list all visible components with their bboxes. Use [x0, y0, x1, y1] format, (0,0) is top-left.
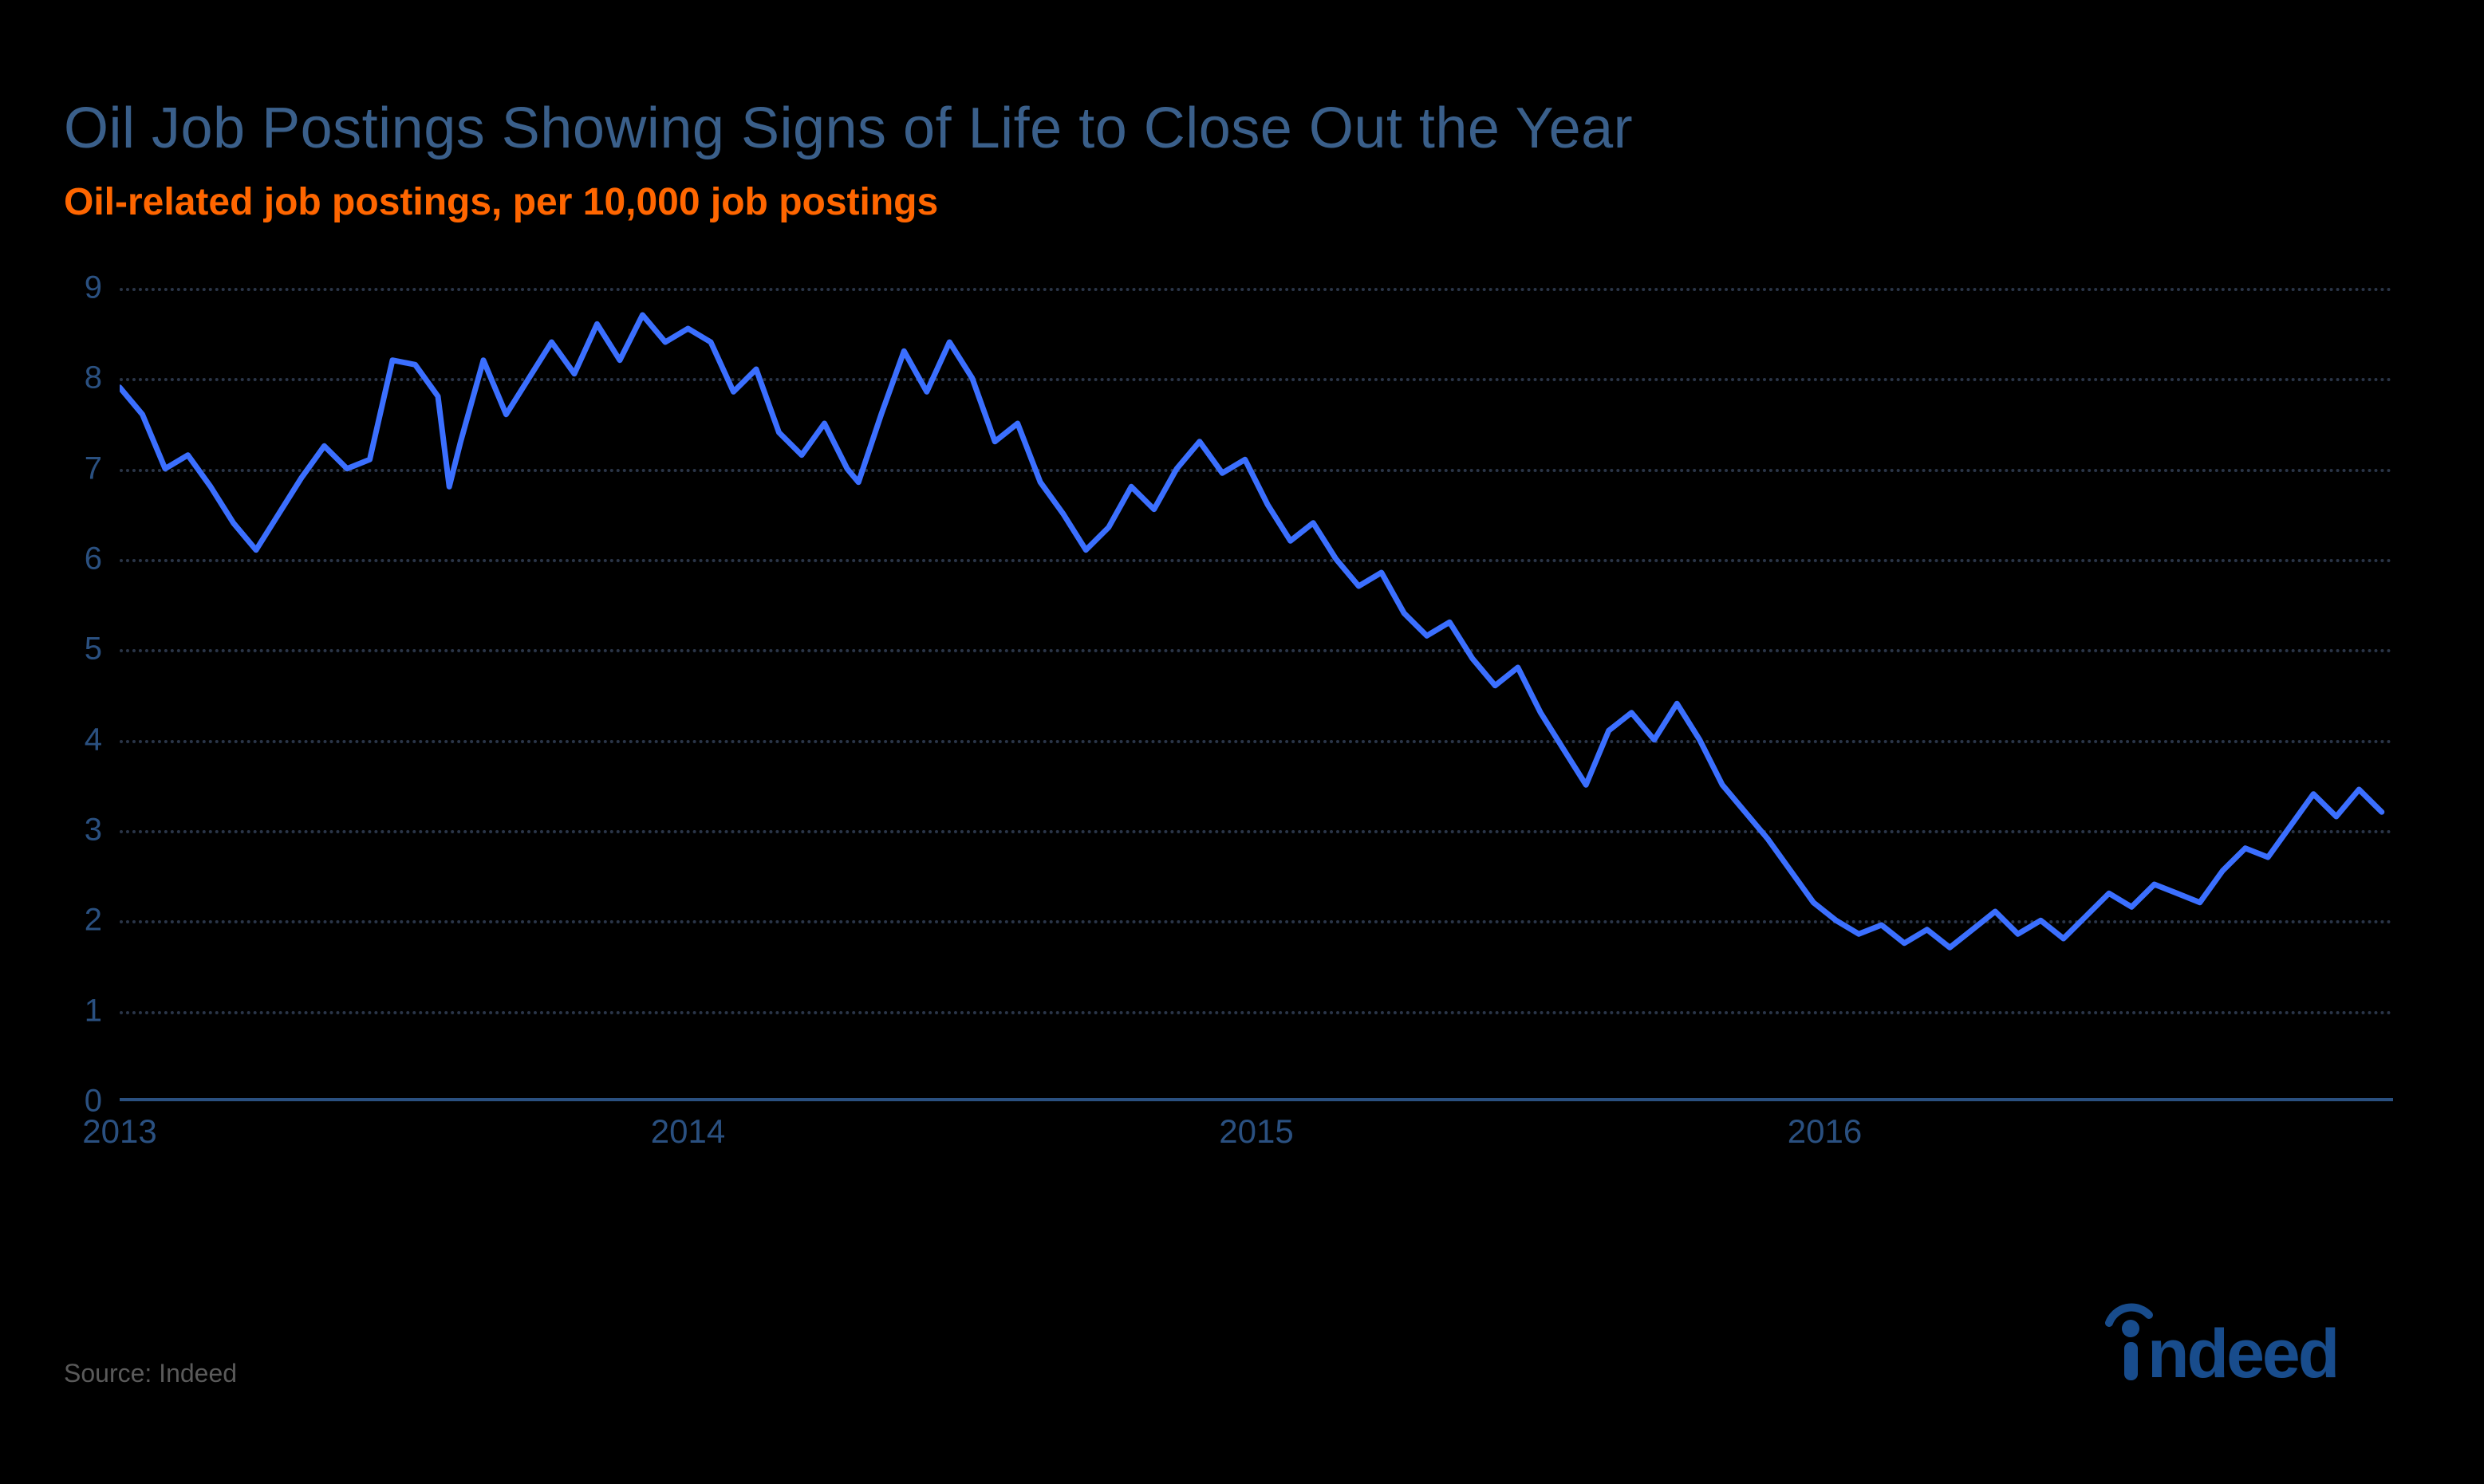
x-axis: 2013201420152016	[120, 1101, 2393, 1149]
plot-region	[120, 288, 2393, 1101]
y-tick-label: 9	[85, 270, 102, 306]
data-line	[120, 315, 2382, 947]
indeed-logo-svg: ndeed	[2101, 1299, 2388, 1387]
indeed-logo: ndeed	[2101, 1299, 2388, 1404]
y-tick-label: 2	[85, 903, 102, 939]
y-tick-label: 7	[85, 451, 102, 486]
y-tick-label: 1	[85, 993, 102, 1029]
chart-area: 0123456789 2013201420152016	[80, 288, 2393, 1149]
y-tick-label: 5	[85, 632, 102, 667]
chart-title: Oil Job Postings Showing Signs of Life t…	[64, 96, 2420, 161]
y-tick-label: 6	[85, 541, 102, 577]
chart-container: Oil Job Postings Showing Signs of Life t…	[0, 0, 2484, 1484]
x-tick-label: 2016	[1788, 1112, 1862, 1151]
x-tick-label: 2013	[82, 1112, 156, 1151]
x-tick-label: 2014	[651, 1112, 725, 1151]
y-tick-label: 4	[85, 722, 102, 758]
line-chart-svg	[120, 288, 2393, 1101]
svg-text:ndeed: ndeed	[2147, 1316, 2337, 1387]
y-tick-label: 8	[85, 360, 102, 396]
source-attribution: Source: Indeed	[64, 1359, 237, 1388]
y-tick-label: 3	[85, 813, 102, 848]
x-tick-label: 2015	[1219, 1112, 1293, 1151]
y-axis: 0123456789	[80, 288, 112, 1149]
chart-subtitle: Oil-related job postings, per 10,000 job…	[64, 180, 2420, 224]
